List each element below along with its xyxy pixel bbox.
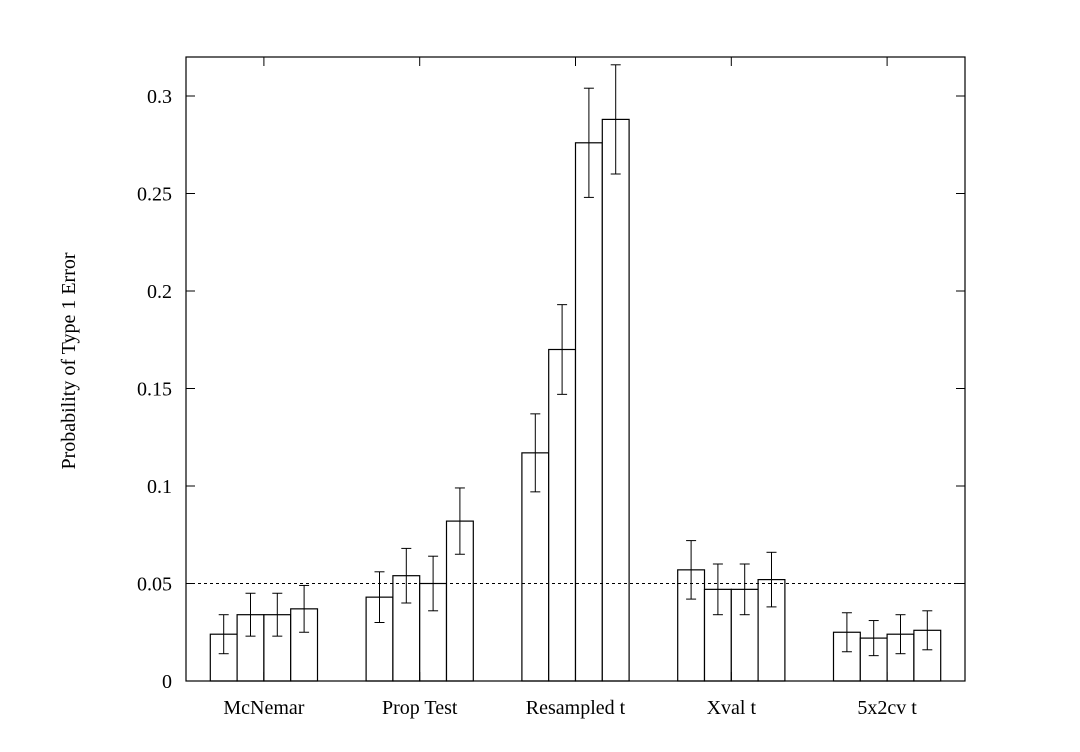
x-tick-label: McNemar	[223, 697, 304, 719]
y-tick-label: 0.3	[147, 86, 172, 108]
x-tick-label: 5x2cv t	[857, 697, 917, 719]
x-tick-label: Resampled t	[526, 697, 626, 719]
bars-layer	[209, 64, 942, 682]
x-tick-label: Prop Test	[382, 697, 458, 719]
y-tick-label: 0.25	[137, 184, 172, 206]
bar	[601, 118, 630, 682]
y-tick-label: 0.05	[137, 574, 172, 596]
y-tick-label: 0.15	[137, 379, 172, 401]
y-tick-label: 0.2	[147, 281, 172, 303]
x-tick-label: Xval t	[707, 697, 757, 719]
y-tick-label: 0	[162, 671, 172, 693]
y-tick-label: 0.1	[147, 476, 172, 498]
bar	[548, 348, 577, 682]
y-axis-title: Probability of Type 1 Error	[58, 252, 80, 469]
bar	[574, 142, 603, 682]
ticks-layer: 0 0.05 0.1 0.15 0.2 0.25 0.3 McNemar Prop Test Re…	[137, 57, 965, 719]
